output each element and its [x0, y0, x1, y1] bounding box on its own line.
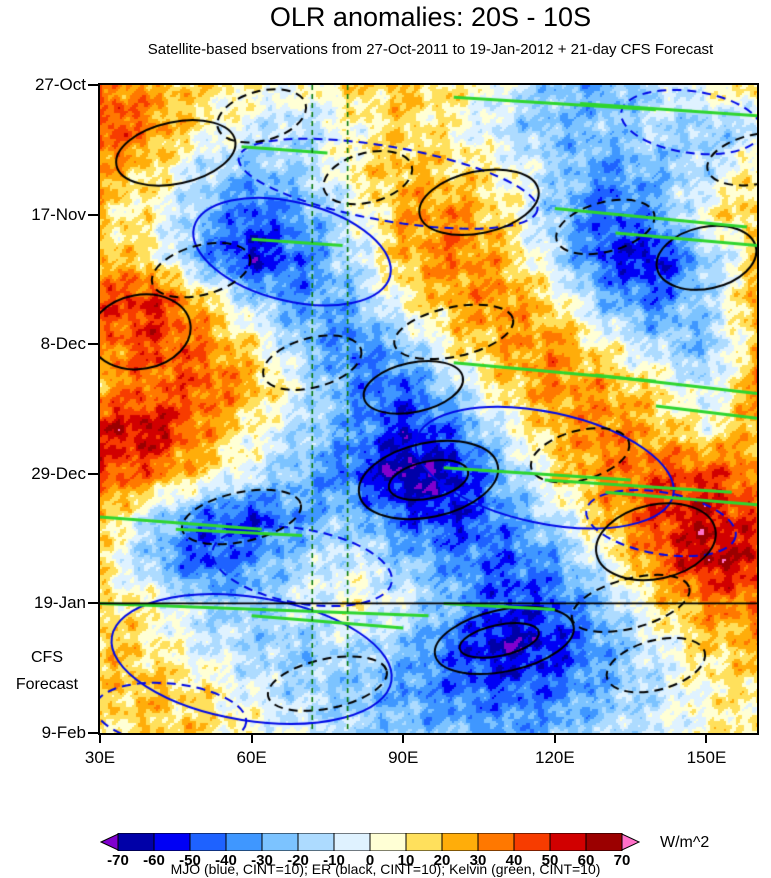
- y-axis-tick: [88, 602, 98, 605]
- x-axis-label: 90E: [388, 748, 419, 767]
- chart-subtitle: Satellite-based bservations from 27-Oct-…: [147, 41, 714, 58]
- x-axis-label: 120E: [534, 748, 575, 767]
- plot-area: [98, 83, 759, 735]
- chart-title: OLR anomalies: 20S - 10S: [269, 2, 592, 32]
- y-axis-label: 27-Oct: [34, 75, 86, 94]
- x-axis-tick: [99, 735, 101, 743]
- x-axis-label: 60E: [236, 748, 267, 767]
- colorbar-tick-label: -10: [323, 852, 345, 869]
- colorbar-tick-label: -30: [251, 852, 273, 869]
- y-axis-label: 29-Dec: [31, 463, 86, 483]
- contour-legend: MJO (blue, CINT=10); ER (black, CINT=10)…: [170, 861, 601, 877]
- y-axis-tick: [88, 213, 98, 216]
- x-axis-tick: [402, 735, 405, 743]
- y-axis-label: 9-Feb: [41, 723, 86, 742]
- colorbar-tick-label: 60: [577, 852, 595, 869]
- cfs-forecast-label: CFS Forecast: [0, 644, 94, 698]
- y-axis-tick: [88, 343, 98, 346]
- x-axis-tick: [250, 735, 253, 743]
- colorbar-tick-label: -20: [287, 852, 309, 869]
- colorbar-tick-label: 20: [433, 852, 451, 869]
- colorbar-tick-label: -50: [179, 852, 201, 869]
- y-axis-tick: [88, 84, 98, 86]
- x-axis-label: 30E: [84, 748, 116, 767]
- y-axis-label: 19-Jan: [34, 593, 86, 613]
- cfs-label-line2: Forecast: [15, 676, 79, 693]
- colorbar-tick-label: -70: [107, 852, 129, 869]
- colorbar-units-label: W/m^2: [660, 834, 710, 851]
- colorbar-tick-label: 10: [397, 852, 415, 869]
- x-axis-label: 150E: [686, 748, 727, 767]
- y-axis-tick: [88, 732, 98, 734]
- colorbar-tick-label: 70: [613, 852, 631, 869]
- colorbar-tick-label: -40: [215, 852, 237, 869]
- hovmoller-field-canvas: [100, 85, 757, 733]
- y-axis-tick: [88, 472, 98, 475]
- colorbar-tick-label: 0: [365, 852, 375, 869]
- x-axis-tick: [705, 735, 708, 743]
- colorbar-tick-label: 30: [469, 852, 487, 869]
- colorbar-tick-label: 40: [505, 852, 523, 869]
- cfs-label-line1: CFS: [31, 649, 63, 666]
- x-axis-tick: [553, 735, 556, 743]
- colorbar-tick-label: 50: [541, 852, 559, 869]
- y-axis-label: 17-Nov: [31, 204, 86, 224]
- colorbar-tick-label: -60: [143, 852, 165, 869]
- y-axis-label: 8-Dec: [40, 334, 86, 354]
- colorbar: [100, 833, 640, 851]
